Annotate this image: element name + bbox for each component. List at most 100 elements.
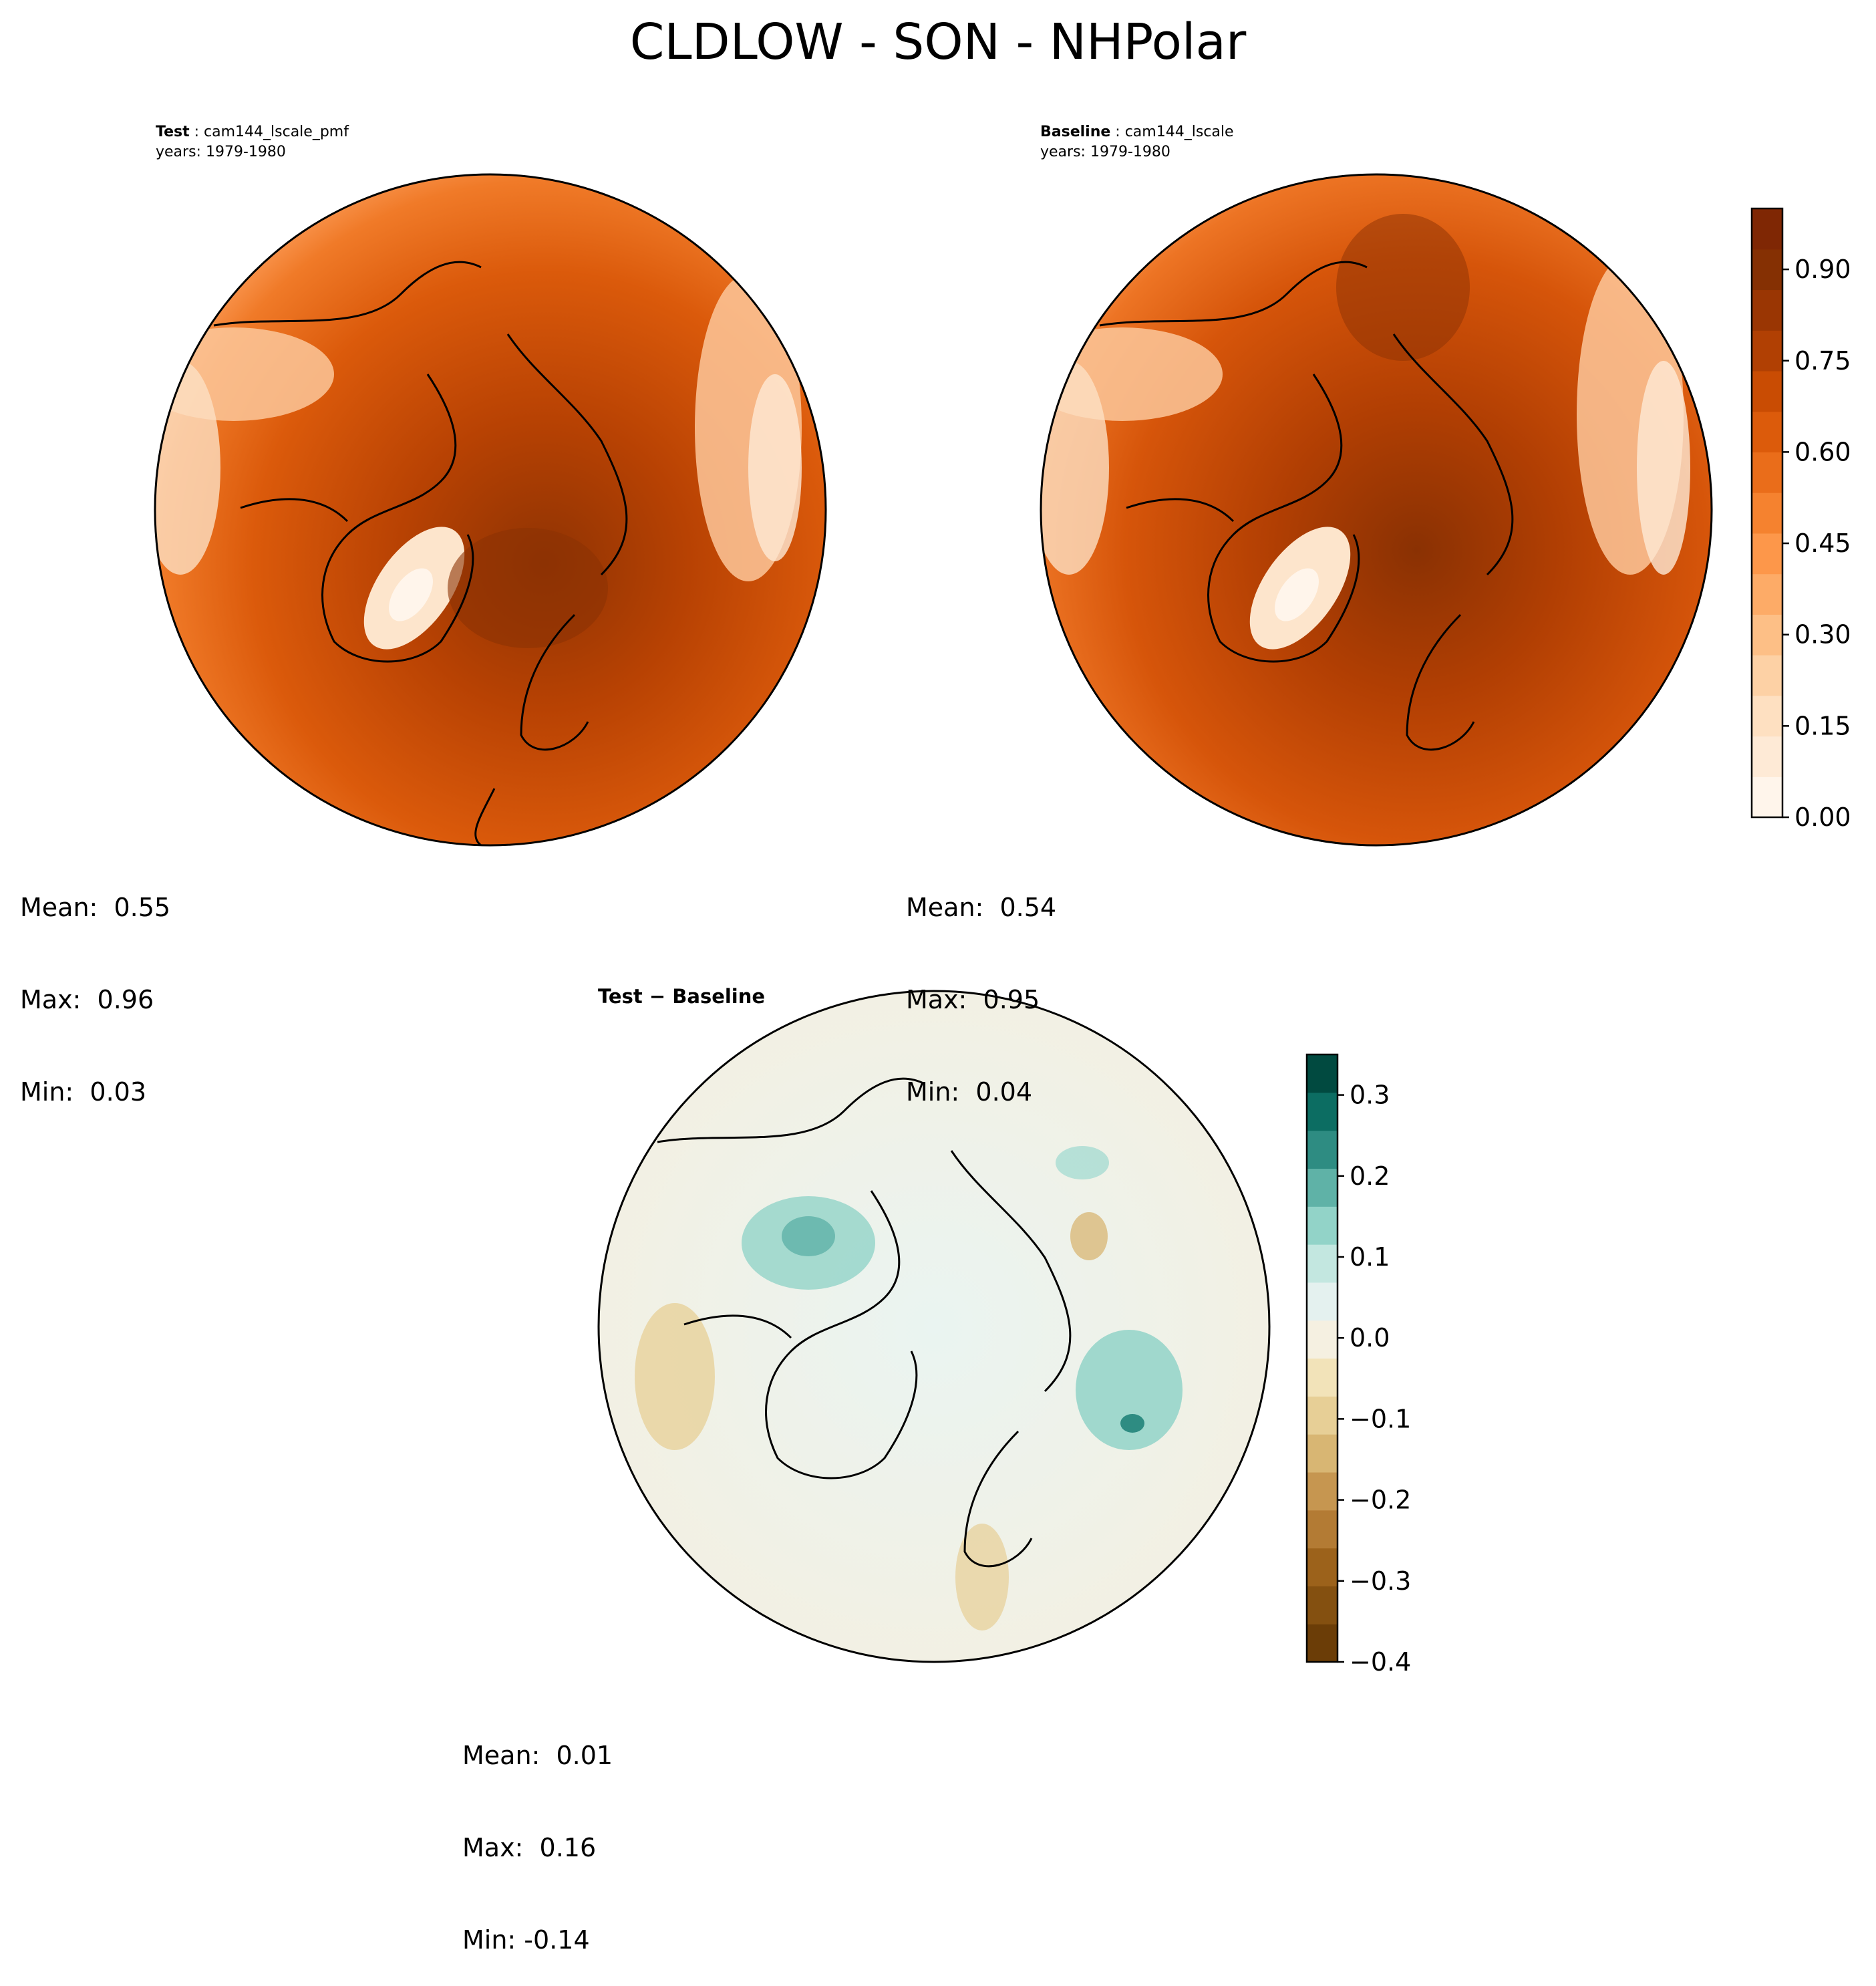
diff-stats: Mean: 0.01 Max: 0.16 Min: -0.14: [462, 1679, 613, 1986]
diff-stat-mean: Mean: 0.01: [462, 1741, 613, 1770]
diff-minus: −: [649, 985, 666, 1008]
colorbar-main-segment: [1752, 695, 1782, 737]
colorbar-main-segment: [1752, 289, 1782, 331]
test-label: Test: [156, 124, 190, 140]
diff-map: [597, 990, 1271, 1663]
colorbar-diff-segment: [1307, 1320, 1338, 1359]
baseline-header: Baseline : cam144_lscale: [1040, 123, 1234, 142]
baseline-stat-max: Max: 0.95: [906, 985, 1040, 1014]
colorbar-main-tick-label: 0.90: [1794, 255, 1851, 284]
diff-negative-region-east: [1070, 1212, 1108, 1260]
diff-negative-region-west: [635, 1303, 715, 1450]
test-case-name: cam144_lscale_pmf: [204, 124, 349, 140]
diff-stat-max: Max: 0.16: [462, 1833, 597, 1862]
colorbar-diff-segment: [1307, 1092, 1338, 1131]
colorbar-main-segment: [1752, 249, 1782, 291]
colorbar-diff-segment: [1307, 1282, 1338, 1321]
colorbar-diff-tick-label: −0.4: [1350, 1647, 1411, 1677]
colorbar-main-tick-label: 0.75: [1794, 346, 1851, 376]
baseline-low-cloud-pacific: [1041, 327, 1223, 421]
test-low-cloud-pacific: [155, 327, 334, 421]
colorbar-diff-tick-label: 0.1: [1350, 1242, 1390, 1272]
colorbar-main-segment: [1752, 573, 1782, 615]
colorbar-main-tick-label: 0.45: [1794, 529, 1851, 558]
test-years: years: 1979-1980: [156, 144, 286, 160]
test-coastlines: [213, 261, 628, 845]
test-colon: :: [189, 124, 204, 140]
diff-positive-region-east: [1076, 1330, 1183, 1450]
test-greenland-min: [389, 568, 433, 621]
test-stat-mean: Mean: 0.55: [20, 893, 171, 922]
colorbar-main-segment: [1752, 452, 1782, 493]
test-map-border: [154, 173, 827, 847]
baseline-colon: :: [1110, 124, 1125, 140]
colorbar-diff-segment: [1307, 1206, 1338, 1245]
colorbar-main-segment: [1752, 492, 1782, 534]
colorbar-diff-frame: [1305, 1053, 1339, 1663]
test-header: Test : cam144_lscale_pmf: [156, 123, 349, 142]
diff-positive-core-west: [782, 1216, 835, 1256]
test-map: [154, 173, 827, 847]
test-map-field: [155, 174, 826, 845]
diff-title: Test − Baseline: [598, 985, 765, 1008]
test-max-region: [448, 528, 608, 648]
test-low-cloud-west: [155, 361, 220, 575]
colorbar-diff-segment: [1307, 1130, 1338, 1169]
colorbar-diff-segment: [1307, 1358, 1338, 1397]
baseline-stats: Mean: 0.54 Max: 0.95 Min: 0.04: [906, 831, 1056, 1138]
colorbar-diff-segment: [1307, 1548, 1338, 1586]
figure-title: CLDLOW - SON - NHPolar: [629, 13, 1247, 71]
colorbar-main-tick-label: 0.30: [1794, 620, 1851, 650]
colorbar-main-segment: [1752, 736, 1782, 777]
colorbar-main-frame: [1750, 207, 1784, 819]
diff-positive-region-north: [1056, 1146, 1109, 1179]
colorbar-diff-segment: [1307, 1624, 1338, 1663]
baseline-coastlines: [1099, 261, 1514, 751]
baseline-stat-min: Min: 0.04: [906, 1077, 1032, 1107]
diff-label-a: Test: [598, 985, 643, 1008]
colorbar-diff-tick-label: −0.1: [1350, 1404, 1411, 1433]
colorbar-main-segment: [1752, 533, 1782, 575]
diff-map-border: [597, 990, 1271, 1663]
colorbar-main-tick-label: 0.00: [1794, 803, 1851, 832]
colorbar-diff-segment: [1307, 1510, 1338, 1549]
baseline-low-cloud-west: [1041, 361, 1109, 575]
figure-canvas: 0.000.150.300.450.600.750.90 −0.4−0.3−0.…: [154, 173, 1851, 1677]
baseline-case-name: cam144_lscale: [1124, 124, 1234, 140]
colorbar-diff-segment: [1307, 1244, 1338, 1283]
colorbar-diff-segment: [1307, 1471, 1338, 1511]
test-stat-max: Max: 0.96: [20, 985, 154, 1014]
colorbar-diff-tick-label: 0.2: [1350, 1161, 1390, 1191]
colorbar-diff-segment: [1307, 1586, 1338, 1624]
colorbar-main: 0.00 0.15 0.30 0.45 0.60 0.75 0.90: [1750, 207, 1851, 832]
baseline-label: Baseline: [1040, 124, 1111, 140]
colorbar-diff-segment: [1307, 1434, 1338, 1473]
diff-stat-min: Min: -0.14: [462, 1925, 590, 1955]
colorbar-diff-tick-label: 0.3: [1350, 1081, 1390, 1110]
baseline-max-region: [1336, 214, 1470, 361]
diff-negative-region-south: [955, 1524, 1009, 1630]
colorbar-main-segment: [1752, 614, 1782, 656]
baseline-low-cloud-edge: [1637, 361, 1690, 575]
colorbar-diff-tick-label: 0.0: [1350, 1323, 1390, 1353]
baseline-years: years: 1979-1980: [1040, 144, 1170, 160]
colorbar-main-segment: [1752, 370, 1782, 412]
colorbar-diff: −0.4 −0.3 −0.2 −0.1 0.0 0.1 0.2 0.3: [1305, 1053, 1411, 1677]
colorbar-diff-tick-label: −0.2: [1350, 1485, 1411, 1515]
baseline-greenland-min: [1275, 568, 1319, 621]
colorbar-diff-segment: [1307, 1054, 1338, 1093]
colorbar-main-tick-label: 0.15: [1794, 711, 1851, 740]
colorbar-main-segment: [1752, 208, 1782, 250]
baseline-map-field: [1041, 174, 1712, 845]
test-stat-min: Min: 0.03: [20, 1077, 146, 1107]
colorbar-diff-tick-label: −0.3: [1350, 1566, 1411, 1596]
colorbar-main-segment: [1752, 330, 1782, 372]
test-low-cloud-edge: [748, 374, 802, 561]
baseline-map-border: [1040, 173, 1713, 847]
colorbar-main-segment: [1752, 655, 1782, 696]
baseline-stat-mean: Mean: 0.54: [906, 893, 1057, 922]
baseline-map: [1040, 173, 1713, 847]
diff-label-b: Baseline: [672, 985, 766, 1008]
colorbar-main-segment: [1752, 411, 1782, 452]
diff-positive-core-east: [1120, 1414, 1144, 1433]
